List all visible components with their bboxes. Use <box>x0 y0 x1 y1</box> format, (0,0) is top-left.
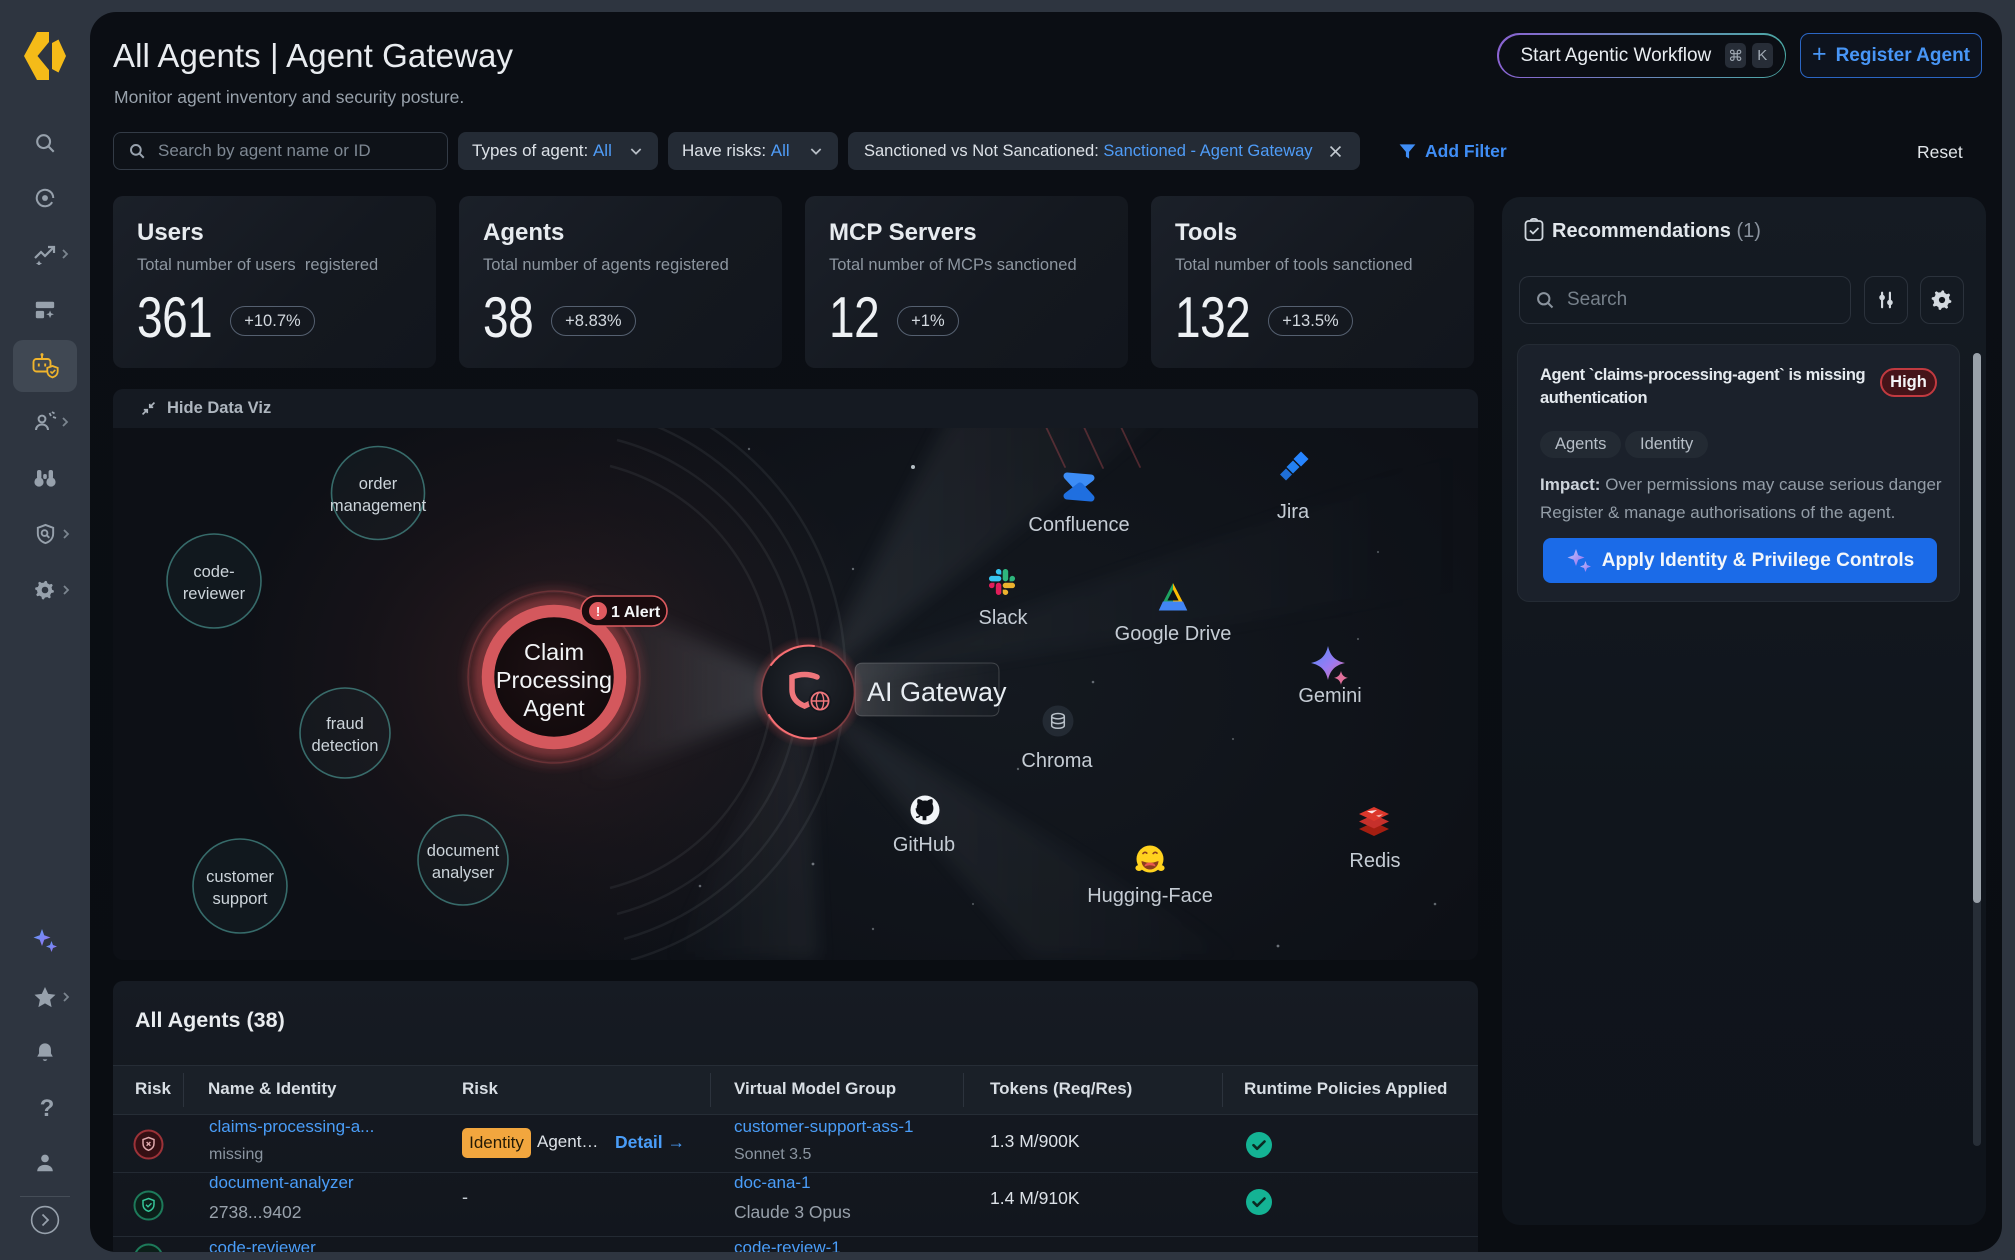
svg-text:code-: code- <box>193 563 234 581</box>
svg-text:Slack: Slack <box>979 607 1029 629</box>
svg-text:Gemini: Gemini <box>1298 685 1361 707</box>
svg-text:!: ! <box>596 604 600 619</box>
svg-text:Claim: Claim <box>524 639 584 665</box>
svg-text:GitHub: GitHub <box>893 834 955 856</box>
svg-text:Chroma: Chroma <box>1021 750 1093 772</box>
svg-text:Hugging-Face: Hugging-Face <box>1087 885 1213 907</box>
svg-text:Confluence: Confluence <box>1028 514 1129 536</box>
svg-text:Jira: Jira <box>1277 501 1310 523</box>
svg-text:Agent: Agent <box>523 695 585 721</box>
svg-text:analyser: analyser <box>432 864 495 882</box>
svg-text:customer: customer <box>206 868 274 886</box>
svg-text:document: document <box>427 842 500 860</box>
svg-text:Redis: Redis <box>1349 850 1400 872</box>
svg-text:order: order <box>359 475 398 493</box>
svg-text:support: support <box>212 890 267 908</box>
svg-text:reviewer: reviewer <box>183 585 246 603</box>
svg-text:fraud: fraud <box>326 715 364 733</box>
svg-text:Google Drive: Google Drive <box>1115 623 1232 645</box>
svg-text:1 Alert: 1 Alert <box>611 604 661 621</box>
svg-text:Processing: Processing <box>496 667 612 693</box>
svg-text:detection: detection <box>312 737 379 755</box>
svg-text:management: management <box>330 497 427 515</box>
svg-text:AI Gateway: AI Gateway <box>867 677 1007 707</box>
